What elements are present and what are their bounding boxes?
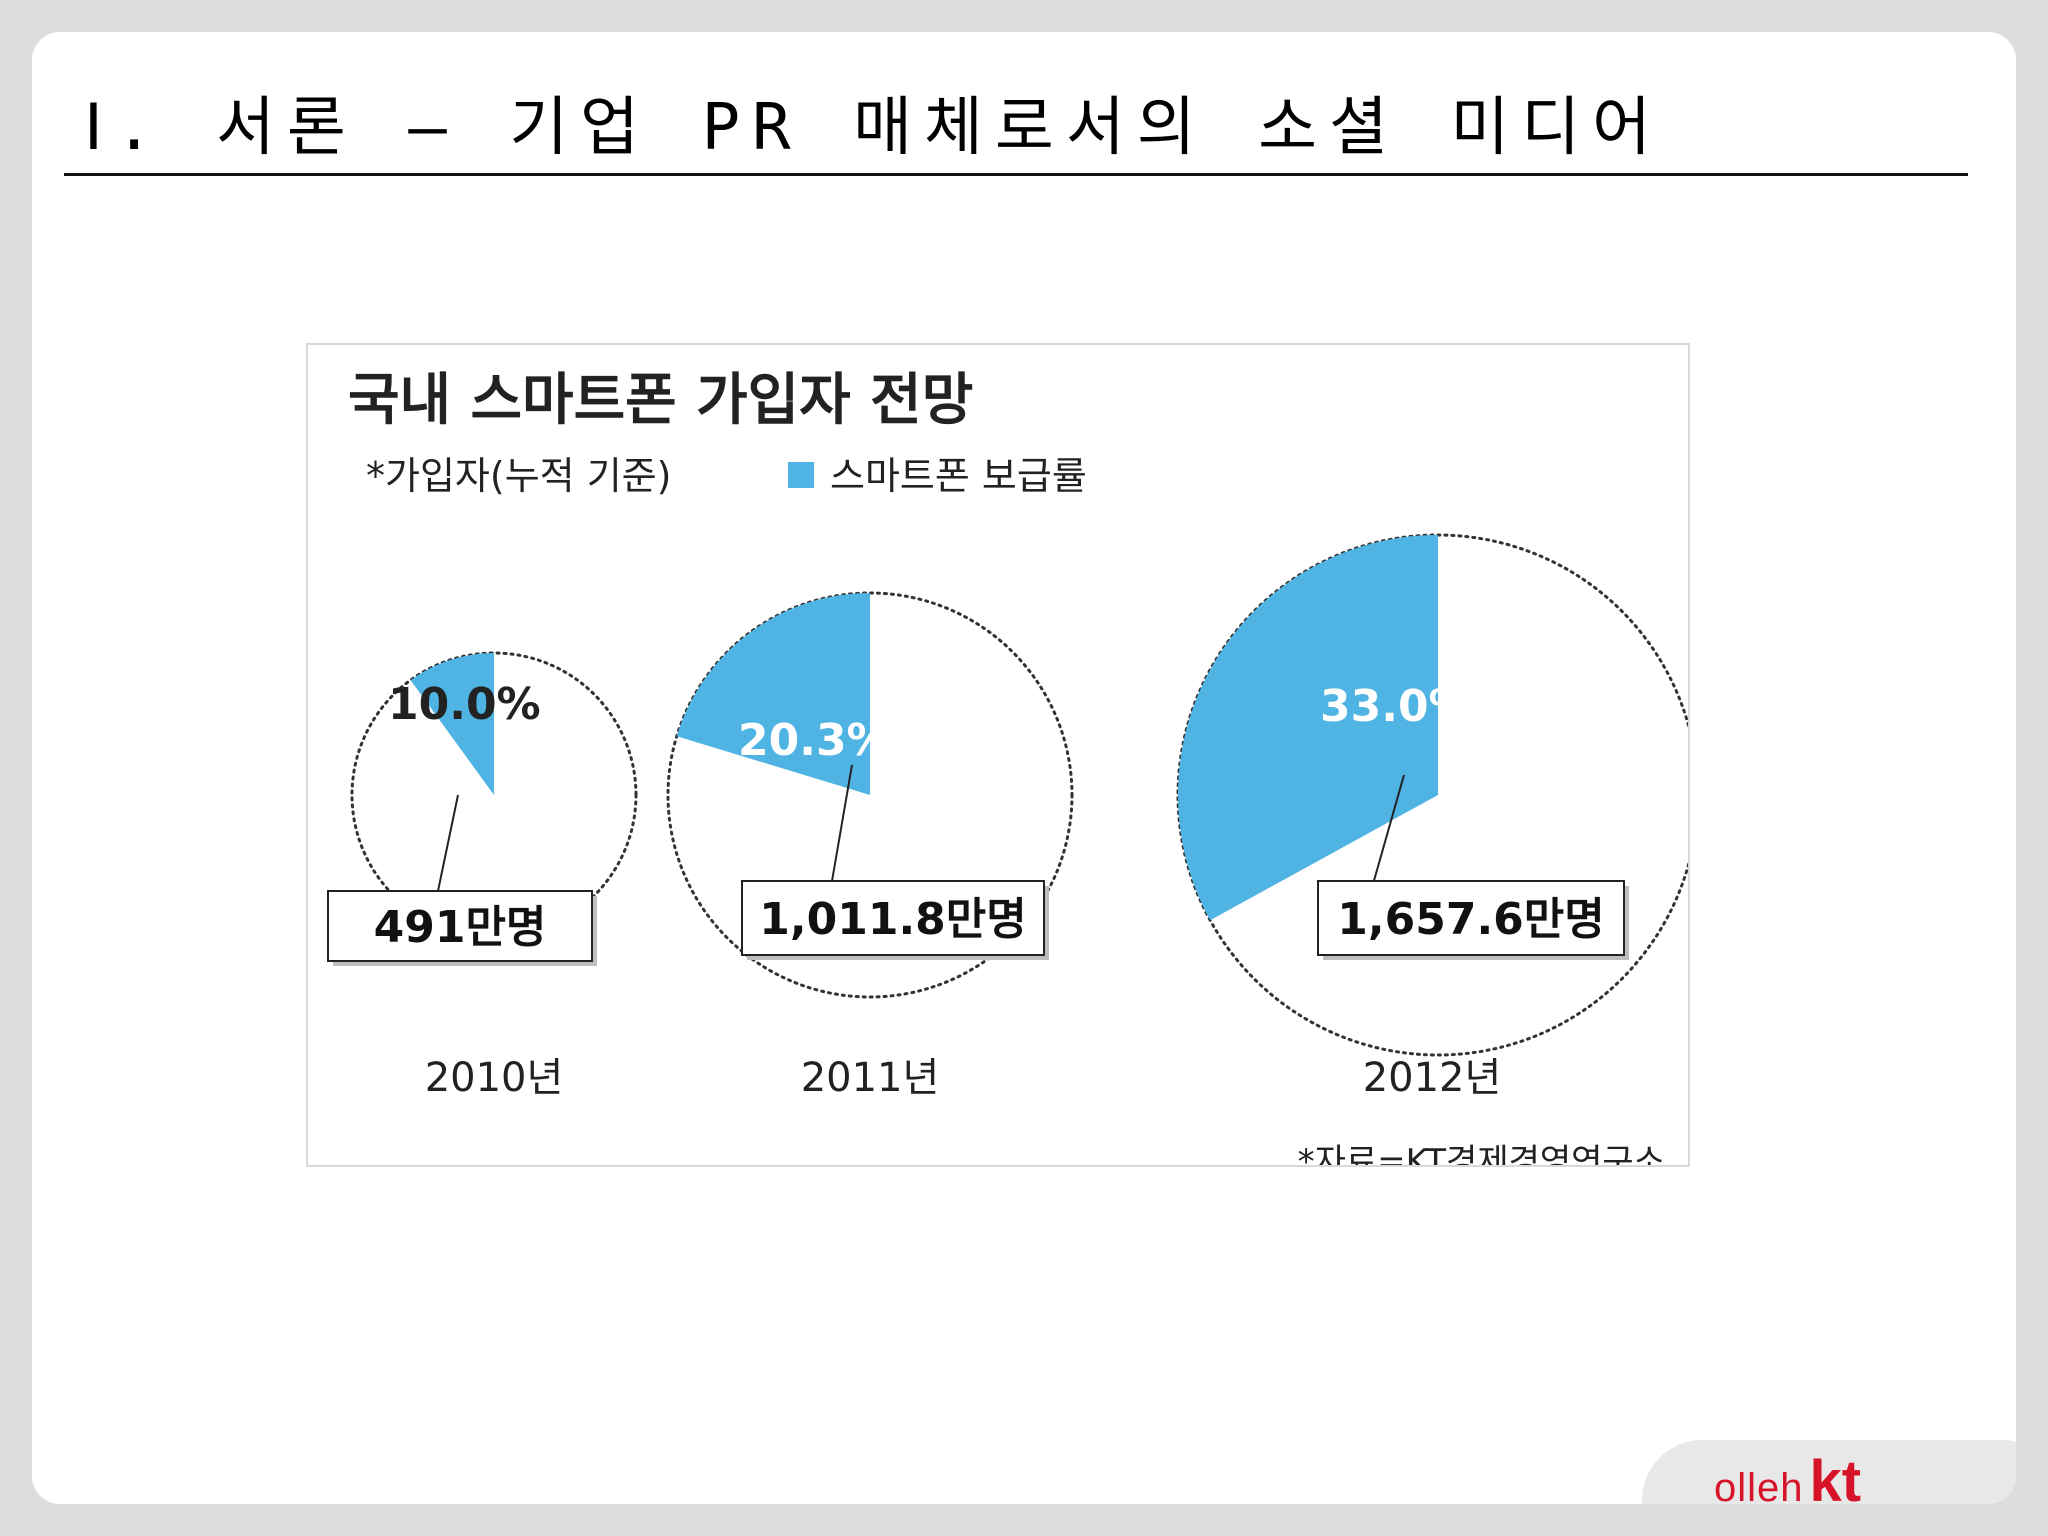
chart-panel: 국내 스마트폰 가입자 전망 *가입자(누적 기준) 스마트폰 보급률 10.0…: [306, 343, 1690, 1167]
rate-label: 33.0%: [1320, 681, 1473, 732]
subscriber-label: 1,011.8만명: [759, 894, 1026, 945]
smartphone-subscriber-chart: 국내 스마트폰 가입자 전망 *가입자(누적 기준) 스마트폰 보급률 10.0…: [327, 368, 1688, 1165]
leader-line: [437, 794, 459, 892]
chart-title: 국내 스마트폰 가입자 전망: [348, 368, 973, 433]
year-label: 2012년: [1363, 1055, 1502, 1101]
subscriber-label: 1,657.6만명: [1337, 894, 1604, 945]
logo-olleh-text: olleh: [1714, 1466, 1804, 1504]
chart-note: *가입자(누적 기준): [366, 454, 671, 498]
subscriber-label-box: [741, 880, 1045, 956]
rate-label: 20.3%: [738, 715, 891, 766]
slide-title: Ⅰ. 서론 – 기업 PR 매체로서의 소셜 미디어: [84, 91, 1664, 165]
year-label: 2011년: [801, 1055, 940, 1101]
pie-slice: [1177, 535, 1438, 921]
subscriber-label: 491만명: [374, 902, 547, 953]
subscriber-label-box: [1317, 880, 1625, 956]
subscriber-label-box: [327, 890, 593, 962]
leader-line: [831, 764, 853, 882]
chart-source: *자료=KT경제경영연구소: [1298, 1142, 1665, 1165]
title-divider: [64, 173, 1968, 176]
rate-label: 10.0%: [388, 679, 541, 730]
footer-tab: [1642, 1440, 2016, 1504]
logo-kt-text: kt: [1809, 1449, 1862, 1504]
legend-swatch: [788, 462, 814, 488]
year-label: 2010년: [425, 1055, 564, 1101]
olleh-kt-logo: olleh kt: [1714, 1448, 1861, 1504]
legend-label: 스마트폰 보급률: [830, 454, 1087, 498]
pie-slice: [676, 593, 870, 795]
leader-line: [1372, 774, 1405, 882]
slide: Ⅰ. 서론 – 기업 PR 매체로서의 소셜 미디어 국내 스마트폰 가입자 전…: [32, 32, 2016, 1504]
pie-slice: [410, 653, 494, 795]
pie-group: 10.0% 491만명 2010년 20.3% 1,011.8만명 2011년 33.0% 1…: [327, 533, 1688, 1101]
